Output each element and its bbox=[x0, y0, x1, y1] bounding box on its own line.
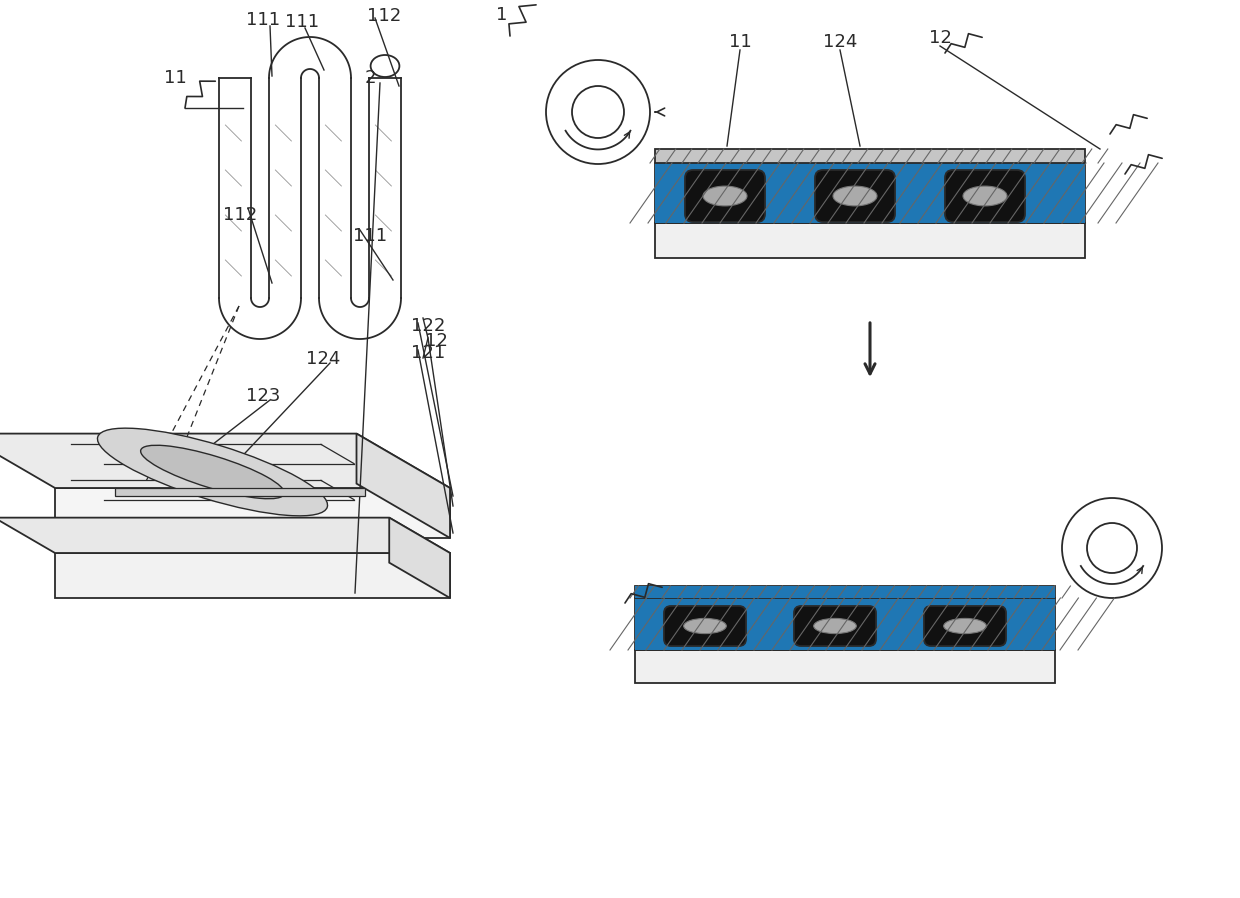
Ellipse shape bbox=[813, 619, 857, 634]
Text: 123: 123 bbox=[246, 387, 280, 405]
Ellipse shape bbox=[963, 186, 1007, 206]
Text: 1: 1 bbox=[496, 6, 507, 24]
Polygon shape bbox=[0, 434, 450, 488]
Text: 122: 122 bbox=[410, 317, 445, 335]
Bar bbox=[635, 598, 1055, 650]
Text: 2: 2 bbox=[365, 69, 376, 87]
Ellipse shape bbox=[944, 619, 986, 634]
Text: 124: 124 bbox=[306, 350, 340, 368]
Polygon shape bbox=[389, 517, 450, 598]
Polygon shape bbox=[55, 488, 450, 538]
Polygon shape bbox=[357, 434, 450, 538]
Text: 111: 111 bbox=[285, 13, 319, 31]
Bar bbox=[635, 586, 1055, 598]
Text: 112: 112 bbox=[223, 206, 257, 224]
Ellipse shape bbox=[140, 445, 284, 498]
Ellipse shape bbox=[703, 186, 746, 206]
Polygon shape bbox=[115, 488, 365, 496]
Text: 124: 124 bbox=[823, 33, 857, 51]
Bar bbox=[655, 163, 1085, 223]
Bar bbox=[635, 598, 1055, 650]
Ellipse shape bbox=[833, 186, 877, 206]
Bar bbox=[635, 586, 1055, 598]
FancyBboxPatch shape bbox=[815, 170, 895, 222]
Text: 121: 121 bbox=[410, 344, 445, 362]
Ellipse shape bbox=[98, 428, 327, 515]
Text: 11: 11 bbox=[729, 33, 751, 51]
FancyBboxPatch shape bbox=[663, 606, 746, 646]
Text: 111: 111 bbox=[353, 227, 387, 245]
FancyBboxPatch shape bbox=[794, 606, 875, 646]
FancyBboxPatch shape bbox=[684, 170, 765, 222]
Bar bbox=[655, 223, 1085, 258]
Bar bbox=[655, 149, 1085, 163]
FancyBboxPatch shape bbox=[945, 170, 1025, 222]
Bar bbox=[655, 163, 1085, 223]
Text: 112: 112 bbox=[367, 7, 401, 25]
Text: 111: 111 bbox=[246, 11, 280, 29]
Polygon shape bbox=[0, 517, 450, 553]
Text: 12: 12 bbox=[424, 332, 448, 350]
Ellipse shape bbox=[683, 619, 727, 634]
Polygon shape bbox=[55, 553, 450, 598]
Text: 11: 11 bbox=[164, 69, 186, 87]
FancyBboxPatch shape bbox=[924, 606, 1006, 646]
Text: 12: 12 bbox=[929, 29, 951, 47]
Bar bbox=[635, 650, 1055, 683]
